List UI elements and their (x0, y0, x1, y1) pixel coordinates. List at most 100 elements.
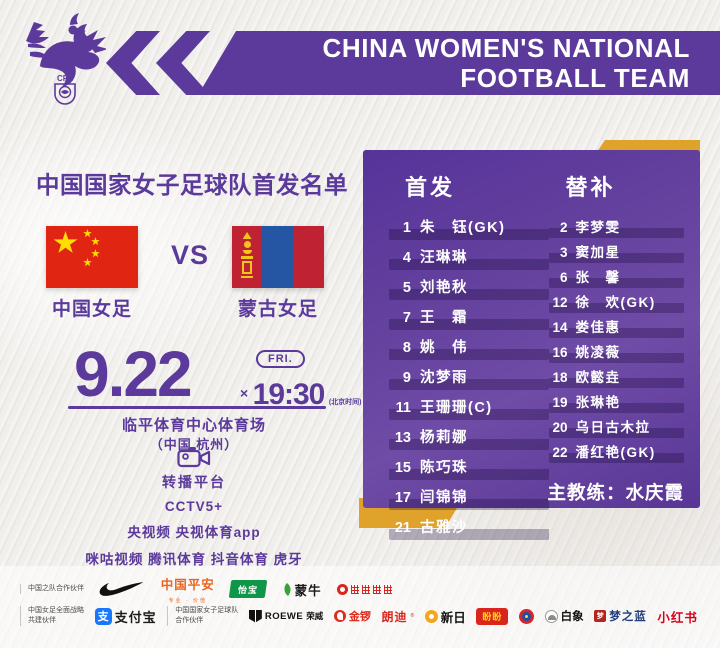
jinluo-logo: 金锣 (333, 608, 371, 624)
cfa-label: CFA (57, 74, 73, 83)
illegible-glyph (351, 584, 359, 594)
player-row: 9 沈梦雨 (389, 364, 550, 390)
player-name: 王珊珊(C) (420, 400, 493, 416)
player-name: 潘红艳(GK) (575, 445, 656, 460)
roewe-wordmark: ROEWE (264, 610, 304, 622)
registered-mark: ® (410, 613, 415, 619)
player-row: 12 徐 欢(GK) (549, 289, 684, 313)
nike-swoosh-icon (100, 582, 144, 596)
player-name: 张 馨 (575, 270, 621, 285)
header-title-line2: FOOTBALL TEAM (460, 63, 690, 93)
player-number: 16 (552, 345, 568, 360)
star-icon (53, 231, 78, 253)
player-name: 窦加星 (575, 245, 621, 260)
mengzhilan-wordmark: 梦之蓝 (609, 611, 647, 623)
alipay-icon: 支 (94, 607, 112, 625)
langdi-logo: 朗迪 ® (381, 608, 414, 625)
away-team-name: 蒙古女足 (237, 299, 318, 320)
player-number: 5 (402, 280, 411, 296)
star-icon (83, 258, 92, 267)
baixiang-logo: 白象 (544, 608, 584, 624)
alipay-wordmark: 支付宝 (114, 609, 157, 625)
broadcast-channel: 咪咕视频 腾讯体育 抖音体育 虎牙 (85, 552, 303, 567)
china-flag (46, 226, 138, 288)
player-number: 6 (559, 270, 568, 285)
mengniu-logo: 蒙牛 (282, 580, 322, 599)
pingan-slogan: 专业 · 价值 (168, 598, 208, 604)
caption-line: 中国女足全面战略 (28, 607, 84, 615)
player-number: 20 (552, 420, 568, 435)
starting-lineup-title: 首发 (405, 175, 456, 200)
player-name: 陈巧珠 (420, 460, 468, 476)
sponsor-caption: 中国之队合作伙伴 (20, 584, 84, 594)
match-date: 9.22 (74, 338, 193, 410)
caption-line: 中国国家女子足球队 (175, 607, 239, 615)
illegible-glyph (373, 584, 381, 594)
player-number: 22 (552, 445, 568, 460)
player-row: 18 欧懿垚 (549, 364, 684, 388)
illegible-glyph (384, 584, 392, 594)
pingan-wordmark: 中国平安 (160, 578, 215, 592)
page-title: 中国国家女子足球队首发名单 (36, 172, 348, 198)
player-name: 朱 钰(GK) (420, 220, 506, 236)
starting-lineup-column: 首发 1 朱 钰(GK) 4 汪琳琳 5 刘艳秋 7 王 霜 8 姚 伟 9 沈梦雨 11 王… (389, 170, 550, 540)
broadcast-channel: CCTV5+ (164, 499, 224, 514)
mengzhilan-logo: 梦 梦之蓝 (594, 608, 647, 624)
caption-line: 共建伙伴 (28, 617, 56, 624)
player-name: 徐 欢(GK) (575, 295, 656, 310)
header-title-line1: CHINA WOMEN'S NATIONAL (322, 32, 690, 63)
panpan-logo: 盼盼 (476, 607, 509, 625)
player-row: 21 古雅沙 (389, 514, 550, 540)
venue-city: （中国 杭州） (149, 437, 239, 452)
broadcast-block: 转播平台 CCTV5+ 央视频 央视体育app 咪咕视频 腾讯体育 抖音体育 虎… (44, 446, 344, 568)
star-icon (91, 249, 100, 258)
player-number: 8 (402, 340, 411, 356)
vs-label: VS (170, 240, 210, 270)
soyombo-icon (241, 232, 254, 278)
xinri-sun-icon (424, 609, 438, 623)
player-number: 4 (402, 250, 411, 266)
phoenix-icon: CFA (26, 13, 108, 105)
player-number: 12 (552, 295, 568, 310)
jinluo-wordmark: 金锣 (348, 611, 371, 623)
player-number: 17 (394, 490, 411, 506)
player-number: 18 (552, 370, 568, 385)
player-number: 9 (402, 370, 411, 386)
player-row: 7 王 霜 (389, 304, 550, 330)
yibao-wordmark: 怡宝 (228, 580, 268, 598)
match-time-row: × 19:30 (北京时间) (240, 378, 362, 412)
xiaohongshu-logo: 小红书 (657, 607, 698, 626)
player-row: 14 娄佳惠 (549, 314, 684, 338)
illegible-glyph (362, 584, 370, 594)
mongolia-flag (232, 226, 324, 288)
player-row: 2 李梦雯 (549, 214, 684, 238)
sponsor-strip-background (0, 566, 720, 648)
mongolia-flag-red-stripe (232, 226, 263, 288)
player-name: 欧懿垚 (575, 370, 621, 385)
player-name: 姚 伟 (420, 340, 468, 356)
mengzhilan-seal-icon: 梦 (594, 610, 607, 622)
player-row: 13 杨莉娜 (389, 424, 550, 450)
roewe-cn-wordmark: 荣威 (306, 611, 324, 621)
sponsor-row-team-china: 中国之队合作伙伴 中国平安 专业 · 价值 怡宝 蒙牛 (20, 576, 392, 604)
leaf-icon (284, 582, 291, 596)
mengniu-wordmark: 蒙牛 (294, 583, 322, 598)
weekday-badge: FRI. (256, 350, 305, 368)
home-team-name: 中国女足 (51, 299, 132, 320)
broadcast-title: 转播平台 (162, 474, 226, 490)
player-name: 古雅沙 (420, 520, 468, 536)
alipay-logo: 支 支付宝 (94, 607, 157, 626)
player-name: 娄佳惠 (575, 320, 621, 335)
chevron-left-icon (106, 31, 160, 95)
player-number: 15 (394, 460, 411, 476)
player-name: 闫锦锦 (420, 490, 468, 506)
white-elephant-icon (544, 609, 558, 623)
roewe-logo: ROEWE 荣威 (248, 609, 324, 623)
sponsor-caption: 中国国家女子足球队 合作伙伴 (167, 606, 238, 626)
player-number: 3 (559, 245, 568, 260)
xinri-wordmark: 新日 (440, 610, 466, 625)
match-time: 19:30 (252, 378, 326, 411)
star-icon (91, 237, 100, 246)
